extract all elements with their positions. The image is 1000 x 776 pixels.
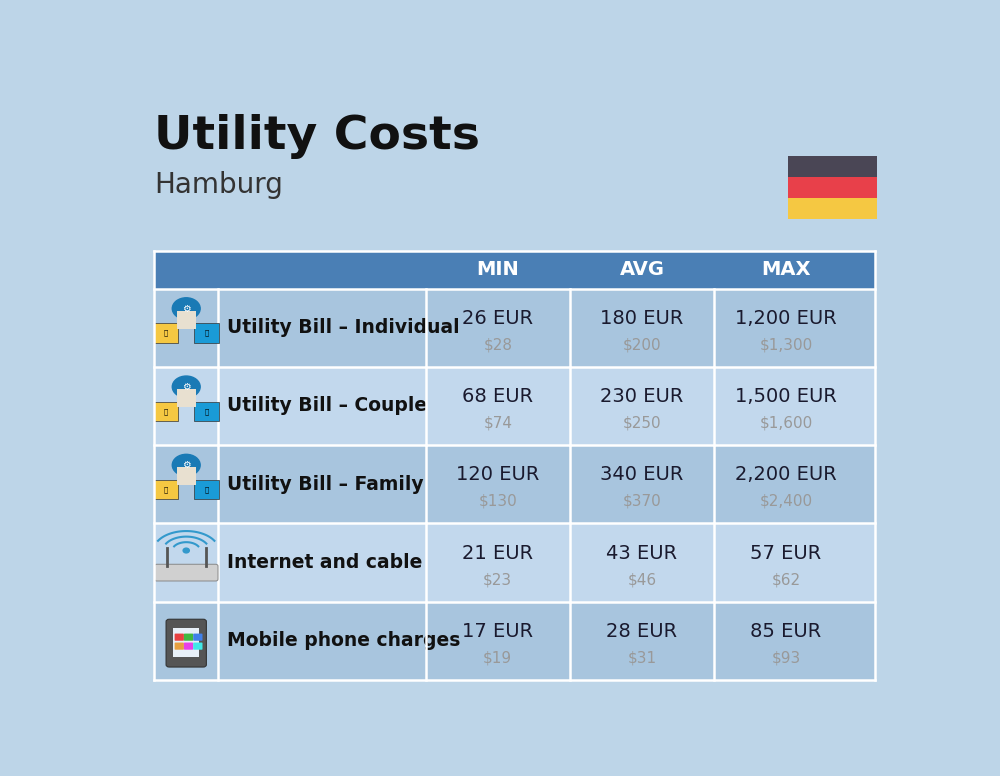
Text: Hamburg: Hamburg (154, 171, 283, 199)
Text: 🔌: 🔌 (164, 408, 168, 414)
Text: $19: $19 (483, 650, 512, 666)
FancyBboxPatch shape (154, 601, 875, 680)
Text: 43 EUR: 43 EUR (606, 543, 677, 563)
FancyBboxPatch shape (184, 643, 193, 650)
Text: 180 EUR: 180 EUR (600, 309, 684, 327)
FancyBboxPatch shape (177, 311, 196, 329)
FancyBboxPatch shape (154, 367, 875, 445)
Text: $1,300: $1,300 (759, 338, 813, 352)
Text: Utility Bill – Individual: Utility Bill – Individual (227, 318, 460, 337)
Text: $62: $62 (772, 572, 801, 587)
FancyBboxPatch shape (194, 324, 219, 342)
Text: 57 EUR: 57 EUR (750, 543, 822, 563)
FancyBboxPatch shape (154, 402, 178, 421)
FancyBboxPatch shape (177, 390, 196, 407)
Circle shape (172, 454, 200, 476)
FancyBboxPatch shape (175, 643, 184, 650)
Text: $1,600: $1,600 (759, 416, 813, 431)
Text: 340 EUR: 340 EUR (600, 466, 684, 484)
FancyBboxPatch shape (177, 467, 196, 486)
Circle shape (172, 298, 200, 319)
Text: 68 EUR: 68 EUR (462, 387, 533, 406)
Text: $46: $46 (627, 572, 656, 587)
Text: $23: $23 (483, 572, 512, 587)
FancyBboxPatch shape (154, 445, 875, 523)
FancyBboxPatch shape (154, 523, 875, 601)
Text: ⚙: ⚙ (182, 303, 191, 314)
FancyBboxPatch shape (788, 198, 877, 219)
FancyBboxPatch shape (166, 619, 206, 667)
Text: Utility Bill – Family: Utility Bill – Family (227, 475, 424, 494)
FancyBboxPatch shape (193, 633, 202, 641)
Text: $370: $370 (623, 494, 661, 509)
Text: Mobile phone charges: Mobile phone charges (227, 631, 461, 650)
Text: $28: $28 (483, 338, 512, 352)
Text: 🚰: 🚰 (204, 330, 208, 336)
Text: 120 EUR: 120 EUR (456, 466, 539, 484)
Text: $2,400: $2,400 (760, 494, 813, 509)
FancyBboxPatch shape (154, 564, 218, 581)
FancyBboxPatch shape (788, 177, 877, 198)
Text: 🚰: 🚰 (204, 408, 208, 414)
Text: 🚰: 🚰 (204, 487, 208, 493)
Text: MIN: MIN (476, 261, 519, 279)
FancyBboxPatch shape (194, 480, 219, 499)
Text: $93: $93 (771, 650, 801, 666)
Text: 1,200 EUR: 1,200 EUR (735, 309, 837, 327)
FancyBboxPatch shape (154, 324, 178, 342)
Text: 🔌: 🔌 (164, 330, 168, 336)
Text: $130: $130 (478, 494, 517, 509)
FancyBboxPatch shape (788, 156, 877, 177)
Text: Internet and cable: Internet and cable (227, 553, 423, 572)
Text: 28 EUR: 28 EUR (606, 622, 677, 641)
Text: ⚙: ⚙ (182, 382, 191, 392)
Text: $200: $200 (623, 338, 661, 352)
Text: 85 EUR: 85 EUR (750, 622, 822, 641)
FancyBboxPatch shape (175, 633, 184, 641)
Text: 17 EUR: 17 EUR (462, 622, 533, 641)
FancyBboxPatch shape (193, 643, 202, 650)
Circle shape (183, 548, 189, 553)
Text: $74: $74 (483, 416, 512, 431)
Text: $31: $31 (627, 650, 656, 666)
FancyBboxPatch shape (154, 251, 875, 289)
Text: MAX: MAX (761, 261, 811, 279)
Text: 1,500 EUR: 1,500 EUR (735, 387, 837, 406)
Text: 230 EUR: 230 EUR (600, 387, 684, 406)
Text: 🔌: 🔌 (164, 487, 168, 493)
FancyBboxPatch shape (154, 480, 178, 499)
FancyBboxPatch shape (154, 289, 875, 367)
Text: 26 EUR: 26 EUR (462, 309, 533, 327)
Circle shape (172, 376, 200, 397)
Text: $250: $250 (623, 416, 661, 431)
Text: AVG: AVG (619, 261, 664, 279)
Text: 21 EUR: 21 EUR (462, 543, 533, 563)
FancyBboxPatch shape (184, 633, 193, 641)
Text: ⚙: ⚙ (182, 460, 191, 470)
FancyBboxPatch shape (194, 402, 219, 421)
FancyBboxPatch shape (173, 628, 199, 657)
Text: Utility Costs: Utility Costs (154, 114, 480, 159)
Text: 2,200 EUR: 2,200 EUR (735, 466, 837, 484)
Text: Utility Bill – Couple: Utility Bill – Couple (227, 397, 427, 415)
